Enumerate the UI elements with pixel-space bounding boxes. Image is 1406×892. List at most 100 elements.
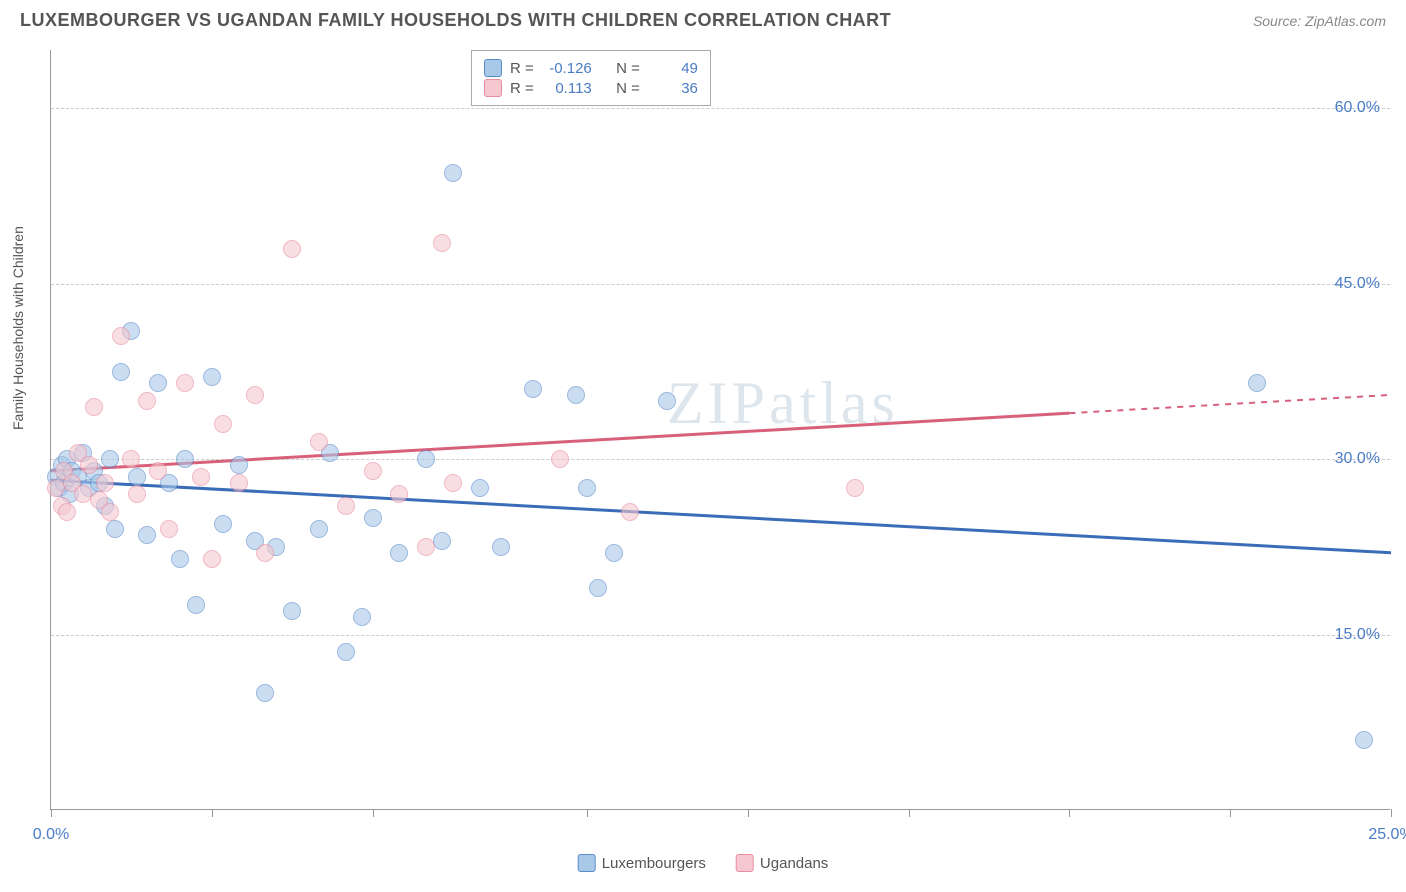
scatter-point bbox=[444, 474, 462, 492]
scatter-point bbox=[112, 363, 130, 381]
stats-row: R =-0.126 N =49 bbox=[484, 59, 698, 77]
stats-swatch bbox=[484, 79, 502, 97]
legend-label: Luxembourgers bbox=[602, 855, 706, 872]
scatter-point bbox=[230, 456, 248, 474]
watermark-text: ZIPatlas bbox=[667, 369, 899, 438]
stat-r-label: R = bbox=[510, 80, 534, 97]
scatter-point bbox=[112, 327, 130, 345]
stats-row: R = 0.113 N = 36 bbox=[484, 79, 698, 97]
scatter-point bbox=[846, 479, 864, 497]
x-tick bbox=[909, 809, 910, 817]
scatter-point bbox=[101, 503, 119, 521]
scatter-point bbox=[283, 240, 301, 258]
stats-swatch bbox=[484, 59, 502, 77]
scatter-point bbox=[390, 485, 408, 503]
scatter-point bbox=[353, 608, 371, 626]
stat-n-value: 49 bbox=[648, 60, 698, 77]
scatter-point bbox=[658, 392, 676, 410]
x-tick bbox=[1230, 809, 1231, 817]
scatter-point bbox=[605, 544, 623, 562]
scatter-point bbox=[310, 520, 328, 538]
scatter-point bbox=[444, 164, 462, 182]
legend-swatch-blue bbox=[578, 854, 596, 872]
scatter-point bbox=[433, 532, 451, 550]
x-tick bbox=[1069, 809, 1070, 817]
scatter-point bbox=[471, 479, 489, 497]
scatter-point bbox=[96, 474, 114, 492]
x-tick bbox=[51, 809, 52, 817]
scatter-point bbox=[283, 602, 301, 620]
trend-lines bbox=[51, 50, 1391, 810]
x-tick bbox=[748, 809, 749, 817]
scatter-point bbox=[337, 497, 355, 515]
scatter-point bbox=[138, 526, 156, 544]
scatter-point bbox=[58, 503, 76, 521]
y-tick-label: 30.0% bbox=[1335, 450, 1380, 468]
x-tick-label: 0.0% bbox=[33, 826, 69, 844]
scatter-point bbox=[492, 538, 510, 556]
scatter-point bbox=[80, 456, 98, 474]
scatter-point bbox=[246, 386, 264, 404]
gridline bbox=[51, 635, 1390, 636]
scatter-point bbox=[390, 544, 408, 562]
scatter-point bbox=[192, 468, 210, 486]
scatter-point bbox=[256, 544, 274, 562]
scatter-point bbox=[256, 684, 274, 702]
scatter-point bbox=[128, 485, 146, 503]
y-tick-label: 45.0% bbox=[1335, 275, 1380, 293]
scatter-point bbox=[364, 462, 382, 480]
scatter-point bbox=[122, 450, 140, 468]
scatter-point bbox=[149, 374, 167, 392]
x-tick bbox=[587, 809, 588, 817]
scatter-point bbox=[85, 398, 103, 416]
x-tick bbox=[1391, 809, 1392, 817]
legend-swatch-pink bbox=[736, 854, 754, 872]
scatter-point bbox=[337, 643, 355, 661]
stats-box: R =-0.126 N =49R =0.113 N =36 bbox=[471, 50, 711, 106]
scatter-point bbox=[1355, 731, 1373, 749]
scatter-point bbox=[417, 538, 435, 556]
scatter-point bbox=[214, 515, 232, 533]
x-tick bbox=[373, 809, 374, 817]
legend-item-ugandans: Ugandans bbox=[736, 854, 828, 872]
scatter-point bbox=[230, 474, 248, 492]
y-axis-label: Family Households with Children bbox=[10, 226, 26, 430]
scatter-point bbox=[417, 450, 435, 468]
gridline bbox=[51, 459, 1390, 460]
scatter-point bbox=[567, 386, 585, 404]
scatter-point bbox=[176, 450, 194, 468]
scatter-point bbox=[128, 468, 146, 486]
gridline bbox=[51, 108, 1390, 109]
scatter-point bbox=[149, 462, 167, 480]
stat-n-label: N = bbox=[616, 80, 640, 97]
gridline bbox=[51, 284, 1390, 285]
legend-item-luxembourgers: Luxembourgers bbox=[578, 854, 706, 872]
scatter-point bbox=[106, 520, 124, 538]
scatter-point bbox=[589, 579, 607, 597]
scatter-point bbox=[364, 509, 382, 527]
stat-n-label: N = bbox=[616, 60, 640, 77]
scatter-point bbox=[101, 450, 119, 468]
scatter-point bbox=[621, 503, 639, 521]
scatter-point bbox=[138, 392, 156, 410]
scatter-point bbox=[187, 596, 205, 614]
legend-label: Ugandans bbox=[760, 855, 828, 872]
scatter-point bbox=[1248, 374, 1266, 392]
scatter-point bbox=[578, 479, 596, 497]
chart-source: Source: ZipAtlas.com bbox=[1253, 13, 1386, 29]
scatter-point bbox=[524, 380, 542, 398]
stat-r-value: 0.113 bbox=[542, 80, 592, 97]
chart-title: LUXEMBOURGER VS UGANDAN FAMILY HOUSEHOLD… bbox=[20, 10, 891, 31]
scatter-point bbox=[551, 450, 569, 468]
y-tick-label: 15.0% bbox=[1335, 626, 1380, 644]
chart-plot-area: ZIPatlas 15.0%30.0%45.0%60.0%0.0%25.0%R … bbox=[50, 50, 1390, 810]
scatter-point bbox=[310, 433, 328, 451]
x-tick-label: 25.0% bbox=[1368, 826, 1406, 844]
scatter-point bbox=[203, 368, 221, 386]
scatter-point bbox=[160, 520, 178, 538]
chart-header: LUXEMBOURGER VS UGANDAN FAMILY HOUSEHOLD… bbox=[0, 0, 1406, 36]
stat-n-value: 36 bbox=[648, 80, 698, 97]
stat-r-label: R = bbox=[510, 60, 534, 77]
scatter-point bbox=[176, 374, 194, 392]
x-tick bbox=[212, 809, 213, 817]
